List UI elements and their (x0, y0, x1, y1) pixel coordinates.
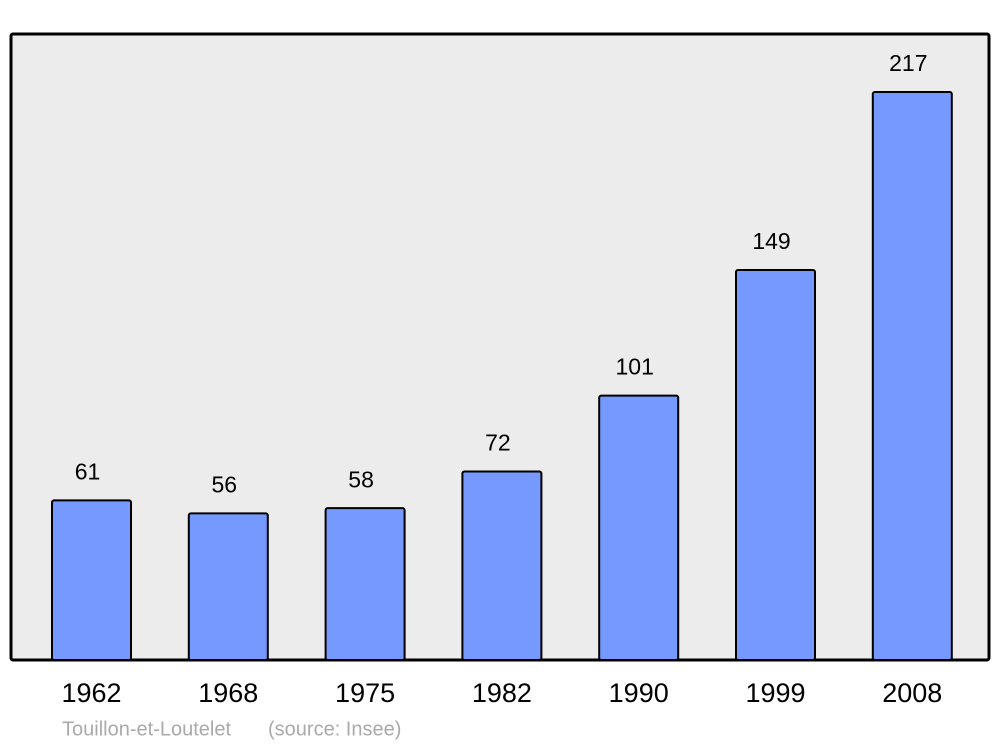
x-tick-label: 1990 (609, 678, 669, 708)
bar (871, 91, 953, 661)
bar (187, 512, 269, 662)
value-label: 61 (75, 458, 101, 484)
value-label: 101 (616, 354, 654, 380)
bar (461, 470, 543, 662)
value-label: 149 (752, 228, 790, 254)
bar (51, 499, 132, 661)
x-tick-label: 1982 (472, 678, 532, 708)
x-tick-label: 1962 (61, 678, 121, 708)
value-label: 58 (348, 466, 374, 492)
x-tick-label: 2008 (882, 678, 942, 708)
bar (324, 507, 406, 661)
chart-title: Touillon-et-Loutelet (62, 718, 231, 740)
x-tick-label: 1968 (198, 678, 258, 708)
x-tick-label: 1999 (745, 678, 805, 708)
bar (735, 268, 816, 661)
x-tick-label: 1975 (335, 678, 395, 708)
value-label: 217 (889, 50, 927, 76)
value-label: 72 (485, 430, 511, 456)
bar (598, 394, 680, 661)
value-label: 56 (212, 471, 238, 497)
source: (source: Insee) (268, 718, 401, 740)
